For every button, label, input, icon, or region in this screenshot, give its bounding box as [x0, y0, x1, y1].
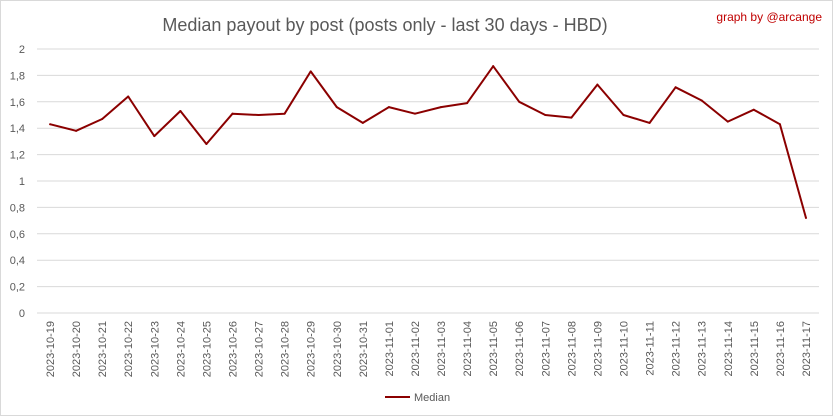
data-point [518, 100, 521, 103]
x-tick-label: 2023-10-27 [254, 321, 266, 377]
data-point [544, 114, 547, 116]
x-tick-label: 2023-11-08 [566, 321, 578, 376]
data-point [101, 117, 104, 120]
data-point [570, 116, 573, 119]
data-point [622, 114, 625, 116]
data-point [179, 110, 182, 113]
data-point [596, 83, 599, 86]
data-point [361, 121, 364, 124]
x-tick-label: 2023-11-12 [671, 321, 683, 376]
data-point [231, 112, 234, 115]
data-point [466, 102, 469, 105]
x-tick-label: 2023-11-02 [410, 321, 422, 376]
data-point [75, 129, 78, 132]
x-tick-label: 2023-11-13 [697, 321, 709, 376]
data-point [726, 120, 729, 123]
x-tick-label: 2023-11-07 [540, 321, 552, 376]
x-tick-label: 2023-11-04 [462, 321, 474, 376]
y-axis-ticks: 0 0,2 0,4 0,6 0,8 1 1,2 1,4 1,6 1,8 2 [10, 44, 25, 320]
x-tick-label: 2023-10-26 [228, 321, 240, 377]
x-tick-label: 2023-10-31 [358, 321, 370, 377]
x-tick-label: 2023-11-17 [801, 321, 813, 376]
x-tick-label: 2023-10-28 [280, 321, 292, 377]
x-tick-label: 2023-10-25 [201, 321, 213, 377]
x-tick-label: 2023-10-23 [149, 321, 161, 377]
chart-title: Median payout by post (posts only - last… [162, 15, 607, 35]
x-tick-label: 2023-11-11 [645, 321, 657, 376]
data-point [309, 70, 312, 73]
legend: Median [385, 392, 450, 404]
y-tick-label: 2 [19, 44, 25, 56]
y-tick-label: 1,4 [10, 123, 25, 135]
x-tick-label: 2023-10-20 [71, 321, 83, 377]
x-tick-label: 2023-10-19 [45, 321, 57, 377]
data-point [752, 108, 755, 111]
gridlines [37, 48, 819, 314]
x-tick-label: 2023-11-01 [384, 321, 396, 376]
data-point [335, 106, 338, 109]
series-layer [49, 65, 807, 219]
x-tick-label: 2023-11-06 [514, 321, 526, 376]
y-tick-label: 1,6 [10, 97, 25, 109]
data-point [413, 112, 416, 115]
data-point [49, 123, 52, 126]
data-point [387, 106, 390, 109]
x-tick-label: 2023-11-14 [723, 321, 735, 376]
y-tick-label: 0,6 [10, 229, 25, 241]
y-tick-label: 0 [19, 308, 25, 320]
data-point [778, 123, 781, 126]
y-tick-label: 0,2 [10, 282, 25, 294]
data-point [283, 112, 286, 115]
x-tick-label: 2023-11-05 [488, 321, 500, 376]
data-point [700, 99, 703, 102]
data-point [648, 121, 651, 124]
chart-credit: graph by @arcange [716, 10, 822, 24]
data-point [257, 114, 260, 116]
x-tick-label: 2023-10-22 [123, 321, 135, 377]
x-axis-ticks: 2023-10-19 2023-10-20 2023-10-21 2023-10-22… [45, 321, 813, 377]
x-tick-label: 2023-11-10 [619, 321, 631, 376]
y-tick-label: 1 [19, 176, 25, 188]
data-point [440, 106, 443, 109]
x-tick-label: 2023-10-21 [97, 321, 109, 377]
x-tick-label: 2023-10-29 [306, 321, 318, 377]
y-tick-label: 0,8 [10, 202, 25, 214]
data-point [674, 86, 677, 89]
data-point [153, 135, 156, 138]
x-tick-label: 2023-10-30 [332, 321, 344, 377]
x-tick-label: 2023-11-09 [592, 321, 604, 376]
y-tick-label: 1,2 [10, 150, 25, 162]
series-line-median [49, 65, 807, 219]
data-point [127, 95, 130, 98]
data-point [492, 65, 495, 68]
data-point [205, 143, 208, 146]
data-point [804, 216, 807, 219]
legend-label-median: Median [414, 392, 450, 404]
x-tick-label: 2023-11-15 [749, 321, 761, 376]
x-tick-label: 2023-10-24 [175, 321, 187, 377]
y-tick-label: 0,4 [10, 255, 25, 267]
y-tick-label: 1,8 [10, 70, 25, 82]
x-tick-label: 2023-11-16 [775, 321, 787, 376]
x-tick-label: 2023-11-03 [436, 321, 448, 376]
